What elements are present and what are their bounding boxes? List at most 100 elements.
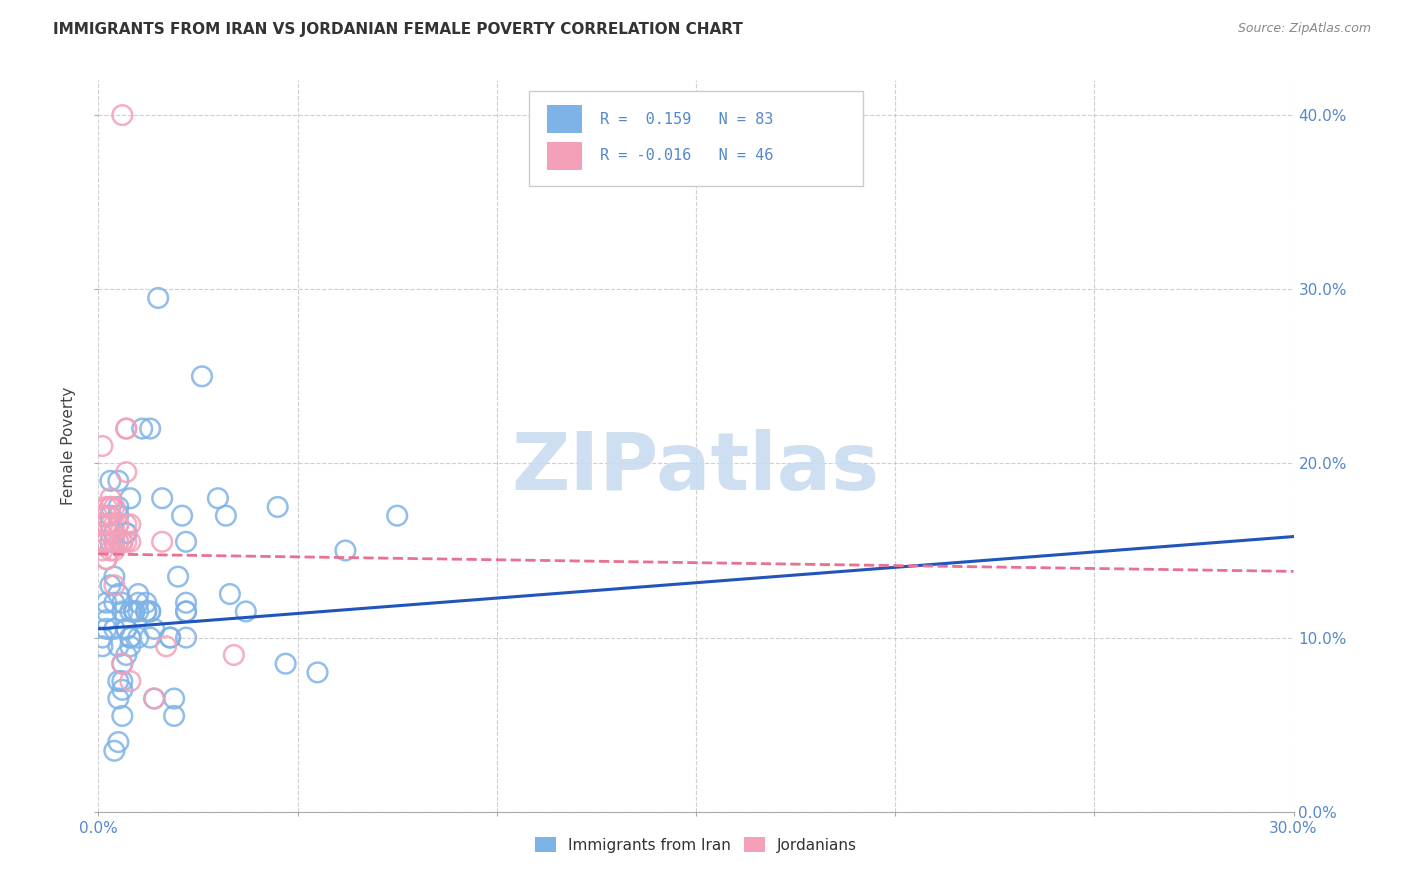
Point [107,534,129,549]
Point [115,526,138,541]
Point [96,622,118,636]
Point [96,604,118,618]
Point [98,517,122,532]
Point [139,631,162,645]
Point [111,596,134,610]
Point [98,578,122,592]
Point [274,657,297,671]
Point [96,534,118,549]
Point [107,691,129,706]
Point [115,534,138,549]
Point [335,543,357,558]
Point [127,587,149,601]
Point [235,604,257,618]
Point [107,587,129,601]
Point [150,491,173,506]
Point [150,534,173,549]
Point [148,291,170,305]
Point [115,622,138,636]
Point [103,526,125,541]
Point [219,587,242,601]
Point [98,474,122,488]
Point [115,421,138,435]
Point [167,569,190,583]
Text: ZIPatlas: ZIPatlas [512,429,880,507]
Legend: Immigrants from Iran, Jordanians: Immigrants from Iran, Jordanians [529,831,863,859]
Point [139,604,162,618]
Point [96,500,118,514]
Point [107,517,129,532]
Point [98,517,122,532]
Point [96,613,118,627]
Text: Source: ZipAtlas.com: Source: ZipAtlas.com [1237,22,1371,36]
Point [207,491,229,506]
Point [115,622,138,636]
Point [215,508,238,523]
Point [91,508,114,523]
Point [159,631,181,645]
Point [91,640,114,654]
Point [307,665,329,680]
Point [111,108,134,122]
Point [159,631,181,645]
Point [174,534,197,549]
Text: R = -0.016   N = 46: R = -0.016 N = 46 [600,148,773,163]
Point [103,543,125,558]
Point [120,517,142,532]
Point [107,640,129,654]
Point [172,508,194,523]
Point [103,744,125,758]
Point [96,552,118,566]
Point [143,691,166,706]
Point [111,534,134,549]
Point [107,735,129,749]
Point [98,543,122,558]
Text: R =  0.159   N = 83: R = 0.159 N = 83 [600,112,773,127]
Point [98,534,122,549]
Point [111,604,134,618]
Point [115,517,138,532]
Point [124,604,146,618]
Point [98,508,122,523]
Point [107,508,129,523]
Point [120,640,142,654]
Point [174,604,197,618]
Point [96,552,118,566]
Point [135,604,157,618]
Point [91,517,114,532]
Point [127,631,149,645]
Point [127,596,149,610]
Point [115,648,138,662]
Point [120,534,142,549]
Point [91,534,114,549]
Point [222,648,245,662]
Point [115,421,138,435]
Point [174,596,197,610]
Point [139,604,162,618]
Point [163,709,186,723]
FancyBboxPatch shape [547,105,582,133]
Point [120,674,142,689]
Point [120,631,142,645]
Point [98,500,122,514]
Point [131,421,153,435]
Point [163,691,186,706]
Point [103,578,125,592]
FancyBboxPatch shape [529,91,863,186]
Point [124,604,146,618]
Point [135,604,157,618]
Point [103,534,125,549]
Point [127,604,149,618]
Point [111,709,134,723]
FancyBboxPatch shape [547,142,582,169]
Point [120,604,142,618]
Point [91,631,114,645]
Point [103,596,125,610]
Point [103,534,125,549]
Point [111,534,134,549]
Point [115,465,138,479]
Point [96,534,118,549]
Point [98,526,122,541]
Point [111,657,134,671]
Point [174,631,197,645]
